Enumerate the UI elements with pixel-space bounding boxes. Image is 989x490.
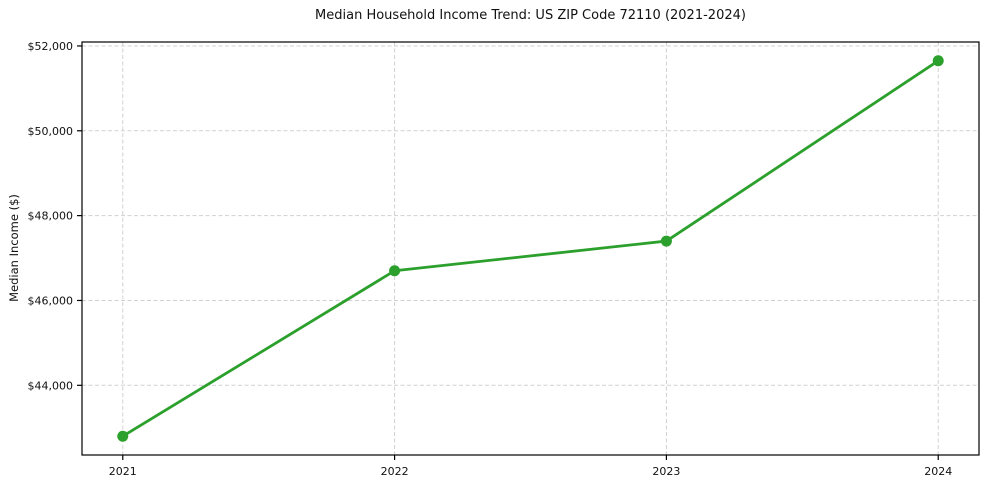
tick-labels: $44,000 $46,000 $48,000 $50,000 $52,000 2021 2… bbox=[28, 40, 953, 478]
data-point-2021 bbox=[117, 430, 129, 442]
income-trend-line bbox=[121, 59, 940, 438]
chart-title: Median Household Income Trend: US ZIP Co… bbox=[315, 8, 746, 23]
y-tick-label: $48,000 bbox=[28, 210, 74, 223]
axes bbox=[81, 41, 980, 456]
y-tick-label: $46,000 bbox=[28, 294, 74, 307]
y-tick-label: $52,000 bbox=[28, 40, 74, 53]
data-point-2024 bbox=[932, 55, 944, 67]
x-tick-label: 2022 bbox=[381, 465, 409, 478]
x-tick-label: 2024 bbox=[924, 465, 952, 478]
data-point-2023 bbox=[660, 235, 672, 247]
data-points bbox=[117, 55, 944, 442]
gridlines bbox=[82, 42, 979, 455]
y-tick-label: $44,000 bbox=[28, 379, 74, 392]
series-line bbox=[121, 59, 940, 438]
tick-marks bbox=[77, 45, 939, 460]
x-tick-label: 2023 bbox=[652, 465, 680, 478]
y-axis-label: Median Income ($) bbox=[7, 194, 21, 302]
data-point-2022 bbox=[389, 265, 401, 277]
x-tick-label: 2021 bbox=[109, 465, 137, 478]
y-tick-label: $50,000 bbox=[28, 125, 74, 138]
plot-border bbox=[81, 41, 980, 456]
